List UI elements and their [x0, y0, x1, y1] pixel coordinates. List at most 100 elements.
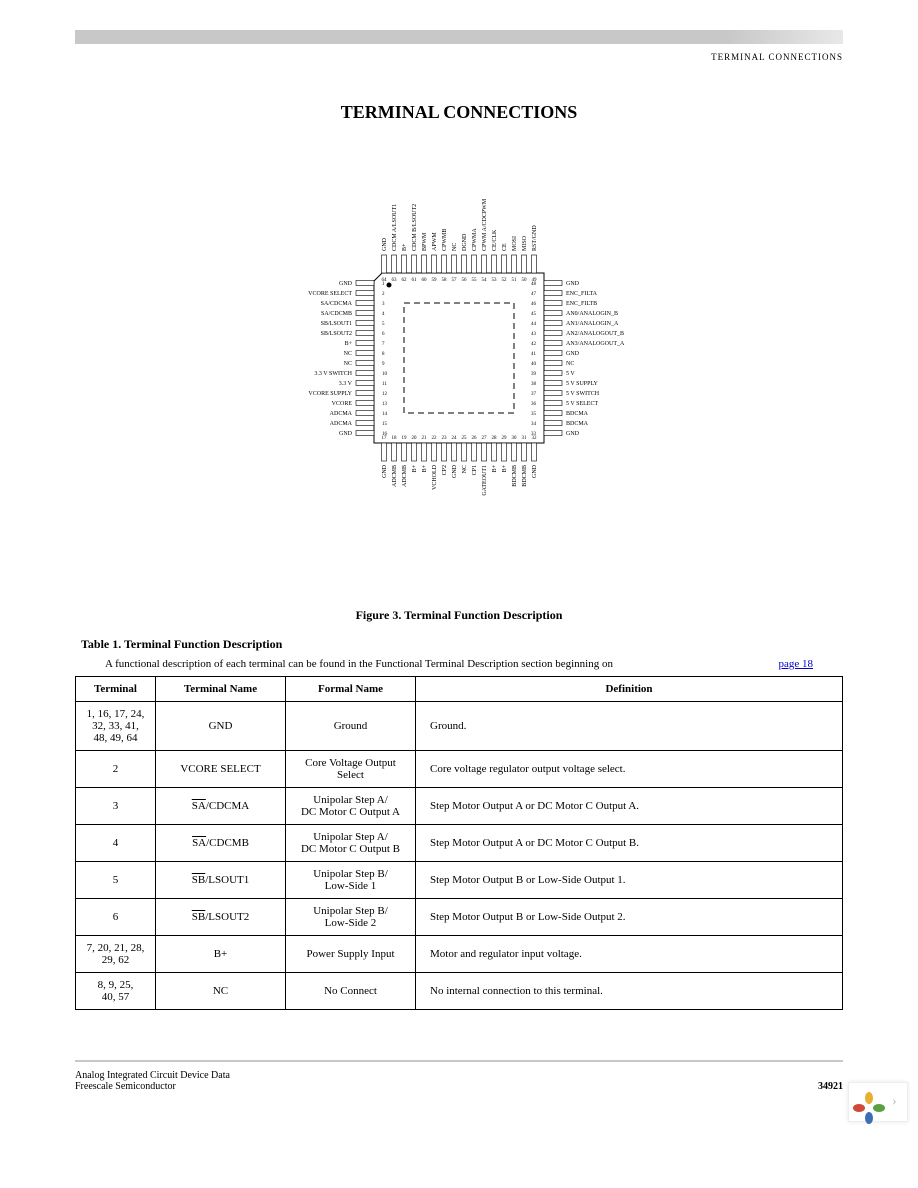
svg-text:12: 12 [382, 392, 388, 397]
table-cell: Unipolar Step B/ Low-Side 1 [286, 862, 416, 899]
table-cell: Step Motor Output A or DC Motor C Output… [416, 825, 843, 862]
svg-text:CPWM A/CDCPWM: CPWM A/CDCPWM [482, 198, 488, 251]
table-cell: 7, 20, 21, 28, 29, 62 [76, 936, 156, 973]
table-header: Terminal Name [156, 677, 286, 702]
svg-text:B+: B+ [422, 464, 428, 472]
svg-text:35: 35 [531, 412, 537, 417]
svg-text:ADCMA: ADCMA [330, 411, 353, 417]
svg-text:27: 27 [482, 436, 488, 441]
svg-text:24: 24 [452, 436, 458, 441]
footer-line1: Analog Integrated Circuit Device Data [75, 1070, 230, 1081]
svg-text:21: 21 [422, 436, 428, 441]
svg-text:55: 55 [472, 278, 478, 283]
svg-text:RST/GND: RST/GND [532, 225, 538, 251]
footer-docnum: 34921 [818, 1081, 843, 1092]
svg-text:SA/CDCMB: SA/CDCMB [321, 311, 352, 317]
svg-text:GATEOUT1: GATEOUT1 [482, 465, 488, 496]
svg-text:GND: GND [566, 281, 580, 287]
svg-text:20: 20 [412, 436, 418, 441]
table-cell: SB/LSOUT1 [156, 862, 286, 899]
svg-text:36: 36 [531, 402, 537, 407]
table-cell: 4 [76, 825, 156, 862]
table-cell: SA/CDCMA [156, 788, 286, 825]
svg-text:64: 64 [382, 278, 388, 283]
svg-text:39: 39 [531, 372, 537, 377]
svg-text:23: 23 [442, 436, 448, 441]
svg-text:29: 29 [502, 436, 508, 441]
svg-text:B+: B+ [402, 243, 408, 251]
svg-text:GND: GND [382, 237, 388, 251]
svg-text:62: 62 [402, 278, 408, 283]
svg-text:B+: B+ [502, 464, 508, 472]
svg-text:15: 15 [382, 422, 388, 427]
svg-text:14: 14 [382, 412, 388, 417]
table-cell: Unipolar Step A/ DC Motor C Output B [286, 825, 416, 862]
svg-text:VCORE SELECT: VCORE SELECT [308, 291, 352, 297]
svg-text:MISO: MISO [522, 235, 528, 251]
table-cell: SB/LSOUT2 [156, 899, 286, 936]
table-cell: 3 [76, 788, 156, 825]
corner-badge[interactable]: › [848, 1082, 908, 1122]
svg-text:CE: CE [502, 243, 508, 251]
table-cell: NC [156, 973, 286, 1010]
svg-text:CE/CLK: CE/CLK [492, 229, 498, 251]
svg-text:56: 56 [462, 278, 468, 283]
table-header: Formal Name [286, 677, 416, 702]
footer: Analog Integrated Circuit Device Data Fr… [75, 1060, 843, 1092]
svg-text:32: 32 [532, 436, 538, 441]
svg-text:ENC_FILTB: ENC_FILTB [566, 301, 597, 307]
table-row: 1, 16, 17, 24, 32, 33, 41, 48, 49, 64GND… [76, 702, 843, 751]
table-title: Table 1. Terminal Function Description [75, 637, 843, 652]
table-cell: VCORE SELECT [156, 751, 286, 788]
table-cell: Core voltage regulator output voltage se… [416, 751, 843, 788]
svg-text:34: 34 [531, 422, 537, 427]
svg-text:57: 57 [452, 278, 458, 283]
svg-text:APWM: APWM [432, 232, 438, 251]
svg-text:GND: GND [566, 351, 580, 357]
svg-text:41: 41 [531, 352, 537, 357]
table-cell: 8, 9, 25, 40, 57 [76, 973, 156, 1010]
svg-text:13: 13 [382, 402, 388, 407]
table-cell: No Connect [286, 973, 416, 1010]
svg-text:SB/LSOUT2: SB/LSOUT2 [321, 331, 352, 337]
table-note-text: A functional description of each termina… [105, 658, 613, 670]
svg-text:CP1: CP1 [472, 465, 478, 475]
svg-text:5 V SUPPLY: 5 V SUPPLY [566, 381, 599, 387]
table-cell: Power Supply Input [286, 936, 416, 973]
svg-text:45: 45 [531, 312, 537, 317]
svg-text:26: 26 [472, 436, 478, 441]
svg-text:ADCMA: ADCMA [330, 421, 353, 427]
table-cell: Step Motor Output A or DC Motor C Output… [416, 788, 843, 825]
svg-text:5 V SWITCH: 5 V SWITCH [566, 391, 600, 397]
svg-text:GND: GND [566, 431, 580, 437]
svg-text:19: 19 [402, 436, 408, 441]
svg-text:61: 61 [412, 278, 418, 283]
svg-text:5 V: 5 V [566, 371, 575, 377]
svg-text:10: 10 [382, 372, 388, 377]
table-cell: No internal connection to this terminal. [416, 973, 843, 1010]
figure-caption: Figure 3. Terminal Function Description [75, 608, 843, 623]
svg-text:BDCMA: BDCMA [566, 421, 589, 427]
svg-text:BDCMA: BDCMA [566, 411, 589, 417]
header-section-label: TERMINAL CONNECTIONS [75, 52, 843, 62]
svg-text:NC: NC [344, 361, 352, 367]
page-link[interactable]: page 18 [778, 658, 813, 670]
svg-text:17: 17 [382, 436, 388, 441]
svg-text:30: 30 [512, 436, 518, 441]
table-cell: 6 [76, 899, 156, 936]
table-header: Terminal [76, 677, 156, 702]
table-row: 6SB/LSOUT2Unipolar Step B/ Low-Side 2Ste… [76, 899, 843, 936]
svg-text:3.3 V SWITCH: 3.3 V SWITCH [314, 371, 352, 377]
svg-text:ENC_FILTA: ENC_FILTA [566, 291, 598, 297]
svg-text:38: 38 [531, 382, 537, 387]
svg-text:18: 18 [392, 436, 398, 441]
svg-text:53: 53 [492, 278, 498, 283]
svg-text:CPWMB: CPWMB [442, 229, 448, 251]
table-cell: Step Motor Output B or Low-Side Output 1… [416, 862, 843, 899]
svg-text:CPWMA: CPWMA [472, 228, 478, 251]
table-cell: Ground [286, 702, 416, 751]
chip-diagram: 1GND2VCORE SELECT3SA/CDCMA4SA/CDCMB5SB/L… [75, 153, 843, 583]
svg-text:63: 63 [392, 278, 398, 283]
table-cell: Motor and regulator input voltage. [416, 936, 843, 973]
svg-text:3.3 V: 3.3 V [339, 381, 353, 387]
